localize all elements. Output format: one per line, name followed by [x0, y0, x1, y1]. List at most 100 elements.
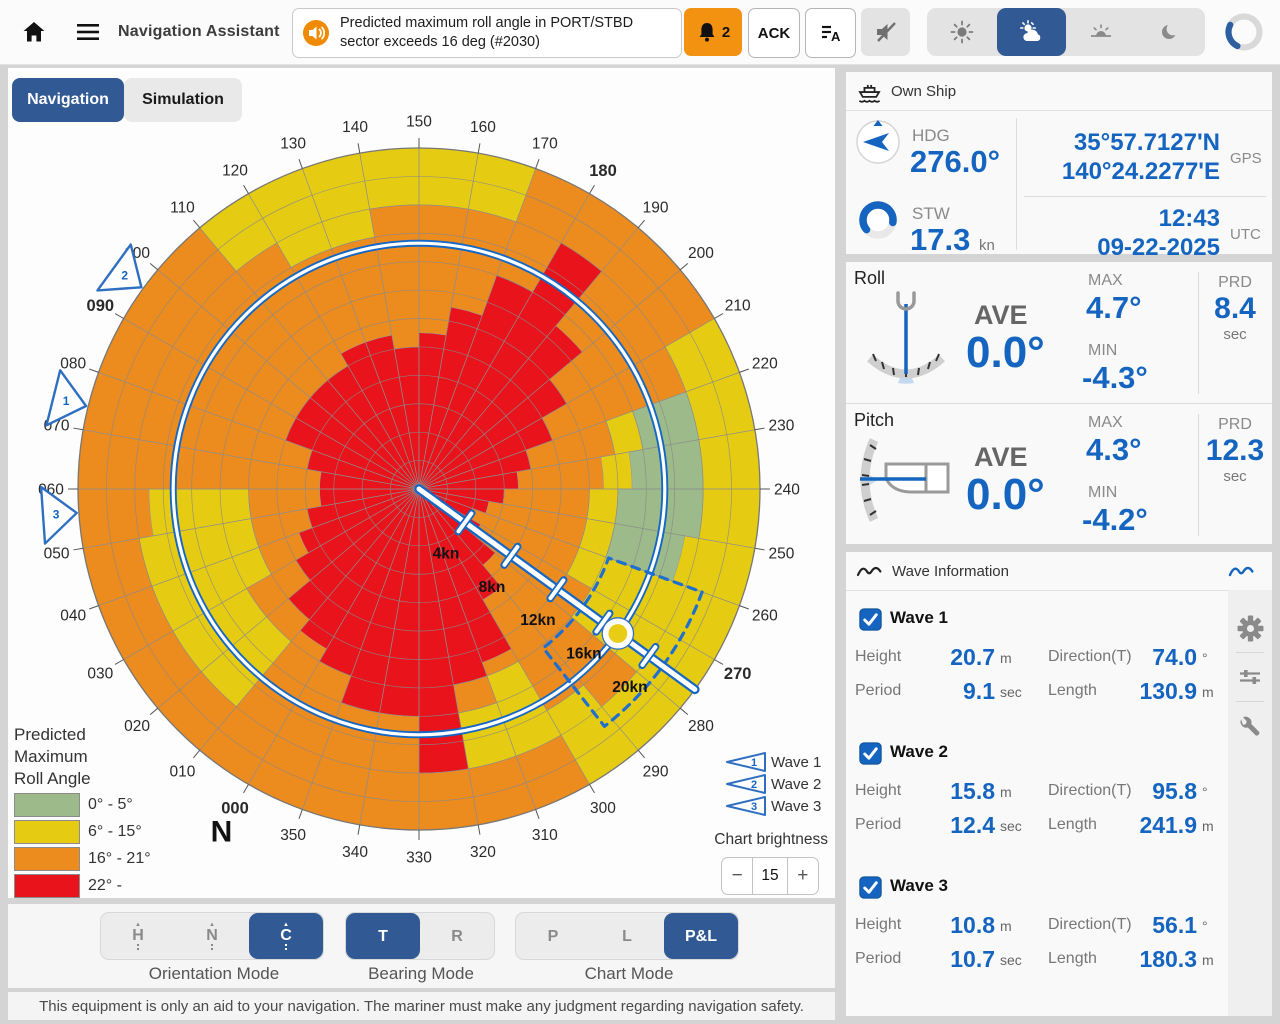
wave-marker-icon: 1: [726, 752, 766, 772]
top-bar: Navigation Assistant Predicted maximum r…: [0, 0, 1280, 65]
alert-list-button[interactable]: A: [805, 8, 856, 58]
roll-min-value: -4.3°: [1082, 360, 1148, 395]
sun-cloud-icon: [1020, 19, 1041, 41]
hdg-label: HDG: [912, 126, 950, 145]
roll-title: Roll: [854, 268, 886, 288]
legend-title: Predicted Maximum Roll Angle: [14, 725, 91, 788]
bearing-label: 130: [280, 136, 306, 153]
chart-mode-group: P L P&L: [515, 912, 739, 960]
wave-direction-marker: [96, 243, 143, 292]
maintenance-button[interactable]: [1237, 702, 1263, 750]
wave-checkbox[interactable]: [859, 608, 882, 631]
speed-ring-label: 8kn: [479, 579, 506, 596]
wave-marker-icon: 3: [726, 796, 766, 816]
orientation-mode-h[interactable]: ▲ H: [101, 913, 175, 959]
gps-label: GPS: [1230, 150, 1262, 167]
display-day-cloud-button[interactable]: [996, 8, 1066, 56]
utc-label: UTC: [1230, 226, 1261, 243]
adjustments-button[interactable]: [1237, 653, 1263, 701]
roll-prd-block: PRD 8.4 sec: [1214, 274, 1256, 343]
disclaimer-footer: This equipment is only an aid to your na…: [8, 992, 835, 1020]
tab-navigation[interactable]: Navigation: [12, 78, 124, 122]
orientation-mode-group: ▲ H ▲ N ▲ C: [100, 912, 324, 960]
alert-message[interactable]: Predicted maximum roll angle in PORT/STB…: [292, 8, 682, 58]
chart-panel: Navigation Simulation 000 010 020 030 040 050…: [8, 68, 835, 898]
display-mode-group: [927, 8, 1205, 56]
chart-mode-p&l[interactable]: P&L: [664, 913, 738, 959]
alert-speaker-icon: [303, 20, 329, 46]
legend-swatch: [14, 793, 80, 817]
bearing-label: 000: [221, 799, 249, 817]
roll-min-label: MIN: [1088, 342, 1118, 359]
bearing-label: 300: [590, 800, 616, 817]
svg-text:1: 1: [751, 757, 757, 769]
legend-swatch: [14, 820, 80, 844]
bearing-label: 040: [60, 607, 86, 624]
bearing-mode-r[interactable]: R: [451, 927, 463, 945]
orientation-mode-label: Orientation Mode: [148, 964, 280, 983]
wave-tab-icon[interactable]: [1226, 561, 1258, 581]
roll-max-value: 4.7°: [1086, 290, 1142, 325]
wave-direction-marker: [45, 369, 88, 427]
orientation-mode-c[interactable]: ▲ C: [249, 913, 323, 959]
tab-simulation[interactable]: Simulation: [124, 78, 242, 122]
legend-label: 22° -: [88, 877, 122, 894]
pitch-prd-block: PRD 12.3 sec: [1205, 416, 1265, 485]
bearing-label: 050: [44, 545, 70, 562]
speed-ring-label: 12kn: [520, 612, 555, 629]
bearing-label: 310: [532, 827, 558, 844]
pitch-ave-value: 0.0°: [966, 470, 1045, 519]
moon-icon: [1162, 22, 1180, 39]
wave-legend-item: 1 Wave 1: [724, 751, 829, 773]
menu-button[interactable]: [72, 18, 104, 46]
bearing-label: 090: [87, 297, 115, 315]
bearing-label: 080: [60, 356, 86, 373]
mute-button[interactable]: [861, 8, 910, 56]
bearing-mode-label: Bearing Mode: [368, 964, 474, 983]
display-night-button[interactable]: [1136, 8, 1206, 56]
bearing-label: 270: [724, 665, 752, 683]
orientation-mode-n[interactable]: ▲ N: [175, 913, 249, 959]
bell-icon: [699, 23, 715, 42]
bearing-label: 030: [87, 665, 113, 682]
wave-block-2: Wave 2 Height 15.8 m Direction(T) 95.8 ° Period…: [855, 742, 1214, 838]
bearing-label: 150: [406, 113, 432, 130]
wave-checkbox[interactable]: [859, 742, 882, 765]
wave-checkbox[interactable]: [859, 876, 882, 899]
own-ship-card: Own Ship HDG 276.0° STW 17.3 kn 35°57.71…: [846, 72, 1272, 261]
display-day-button[interactable]: [927, 8, 997, 56]
brightness-value: 15: [752, 858, 788, 894]
gear-icon: [1237, 615, 1263, 641]
roll-sector-cell: [698, 429, 761, 490]
bearing-label: 140: [342, 119, 368, 136]
chart-mode-l[interactable]: L: [622, 927, 632, 945]
bearing-label: 120: [222, 163, 248, 180]
bearing-label: 290: [643, 763, 669, 780]
wave-marker-icon: 2: [726, 774, 766, 794]
own-ship-marker: [602, 618, 633, 649]
roll-pitch-card: Roll AVE 0.0° MAX 4.7° MIN -4.3° PRD 8.4…: [846, 262, 1272, 544]
brightness-minus-button[interactable]: −: [731, 865, 743, 886]
roll-sector-cell: [418, 147, 479, 210]
roll-sector-cell: [698, 488, 761, 549]
roll-prediction-polar-chart[interactable]: 0000100200300400500600700800901001101201…: [8, 68, 835, 898]
pitch-max-value: 4.3°: [1086, 432, 1142, 467]
sliders-icon: [1240, 670, 1260, 684]
wave-legend-item: 3 Wave 3: [724, 795, 829, 817]
bearing-label: 210: [725, 297, 751, 314]
alarm-bell-button[interactable]: 2: [684, 8, 742, 56]
speed-ring-label: 4kn: [433, 545, 460, 562]
home-button[interactable]: [14, 16, 54, 48]
display-dusk-button[interactable]: [1066, 8, 1136, 56]
bearing-mode-t[interactable]: T: [346, 913, 420, 959]
ack-button[interactable]: ACK: [748, 8, 800, 58]
brightness-plus-button[interactable]: +: [797, 865, 809, 886]
bearing-label: 230: [768, 418, 794, 435]
legend-item: 0° - 5°: [14, 793, 234, 817]
svg-text:1: 1: [63, 394, 70, 408]
settings-button[interactable]: [1237, 604, 1264, 652]
bearing-label: 200: [688, 245, 714, 262]
chart-mode-p[interactable]: P: [547, 927, 559, 945]
roll-ave-value: 0.0°: [966, 328, 1045, 377]
roll-ave-label: AVE: [974, 300, 1028, 330]
